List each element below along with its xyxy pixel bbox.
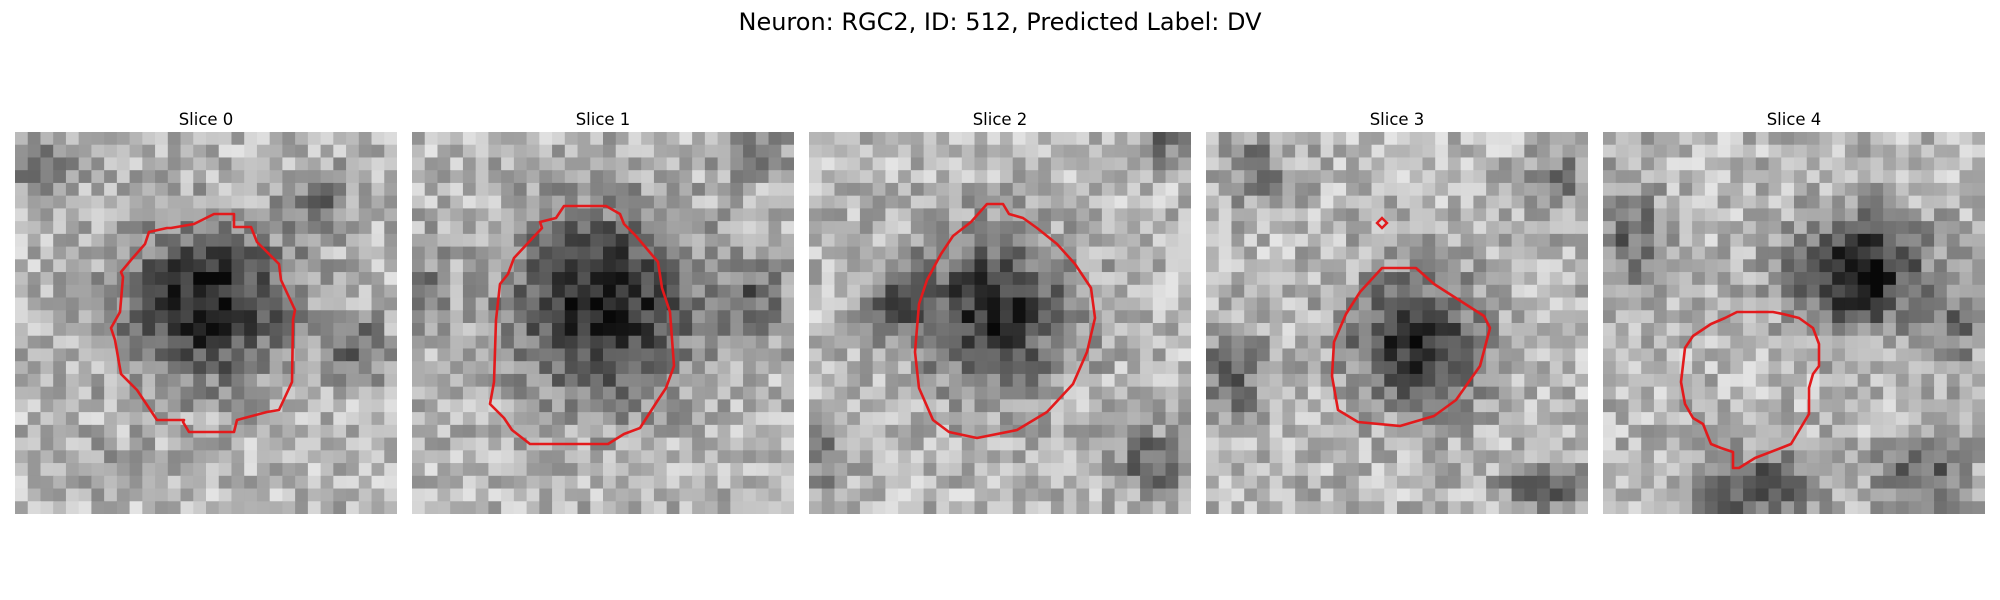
small-contour-marker [1375, 216, 1389, 230]
slice-title: Slice 2 [972, 110, 1028, 129]
pixel-grid [412, 132, 794, 514]
slice-panel-2: Slice 2 [809, 108, 1191, 514]
pixel-grid [1206, 132, 1588, 514]
slice-panel-0: Slice 0 [15, 108, 397, 514]
slice-panel-4: Slice 4 [1603, 108, 1985, 514]
slice-title: Slice 3 [1369, 110, 1425, 129]
slice-title: Slice 0 [178, 110, 234, 129]
segmentation-contour [1330, 266, 1492, 428]
segmentation-contour [1679, 310, 1821, 470]
slice-image [15, 132, 397, 514]
figure-title: Neuron: RGC2, ID: 512, Predicted Label: … [738, 8, 1262, 36]
pixel-grid [1603, 132, 1985, 514]
slice-image [809, 132, 1191, 514]
segmentation-contour [488, 204, 676, 446]
slice-image [412, 132, 794, 514]
pixel-grid [809, 132, 1191, 514]
slice-title: Slice 4 [1766, 110, 1822, 129]
slice-title: Slice 1 [575, 110, 631, 129]
segmentation-contour [109, 212, 297, 434]
segmentation-contour [913, 202, 1097, 440]
slice-image [1603, 132, 1985, 514]
slice-image [1206, 132, 1588, 514]
pixel-grid [15, 132, 397, 514]
slice-panel-1: Slice 1 [412, 108, 794, 514]
slice-panel-3: Slice 3 [1206, 108, 1588, 514]
